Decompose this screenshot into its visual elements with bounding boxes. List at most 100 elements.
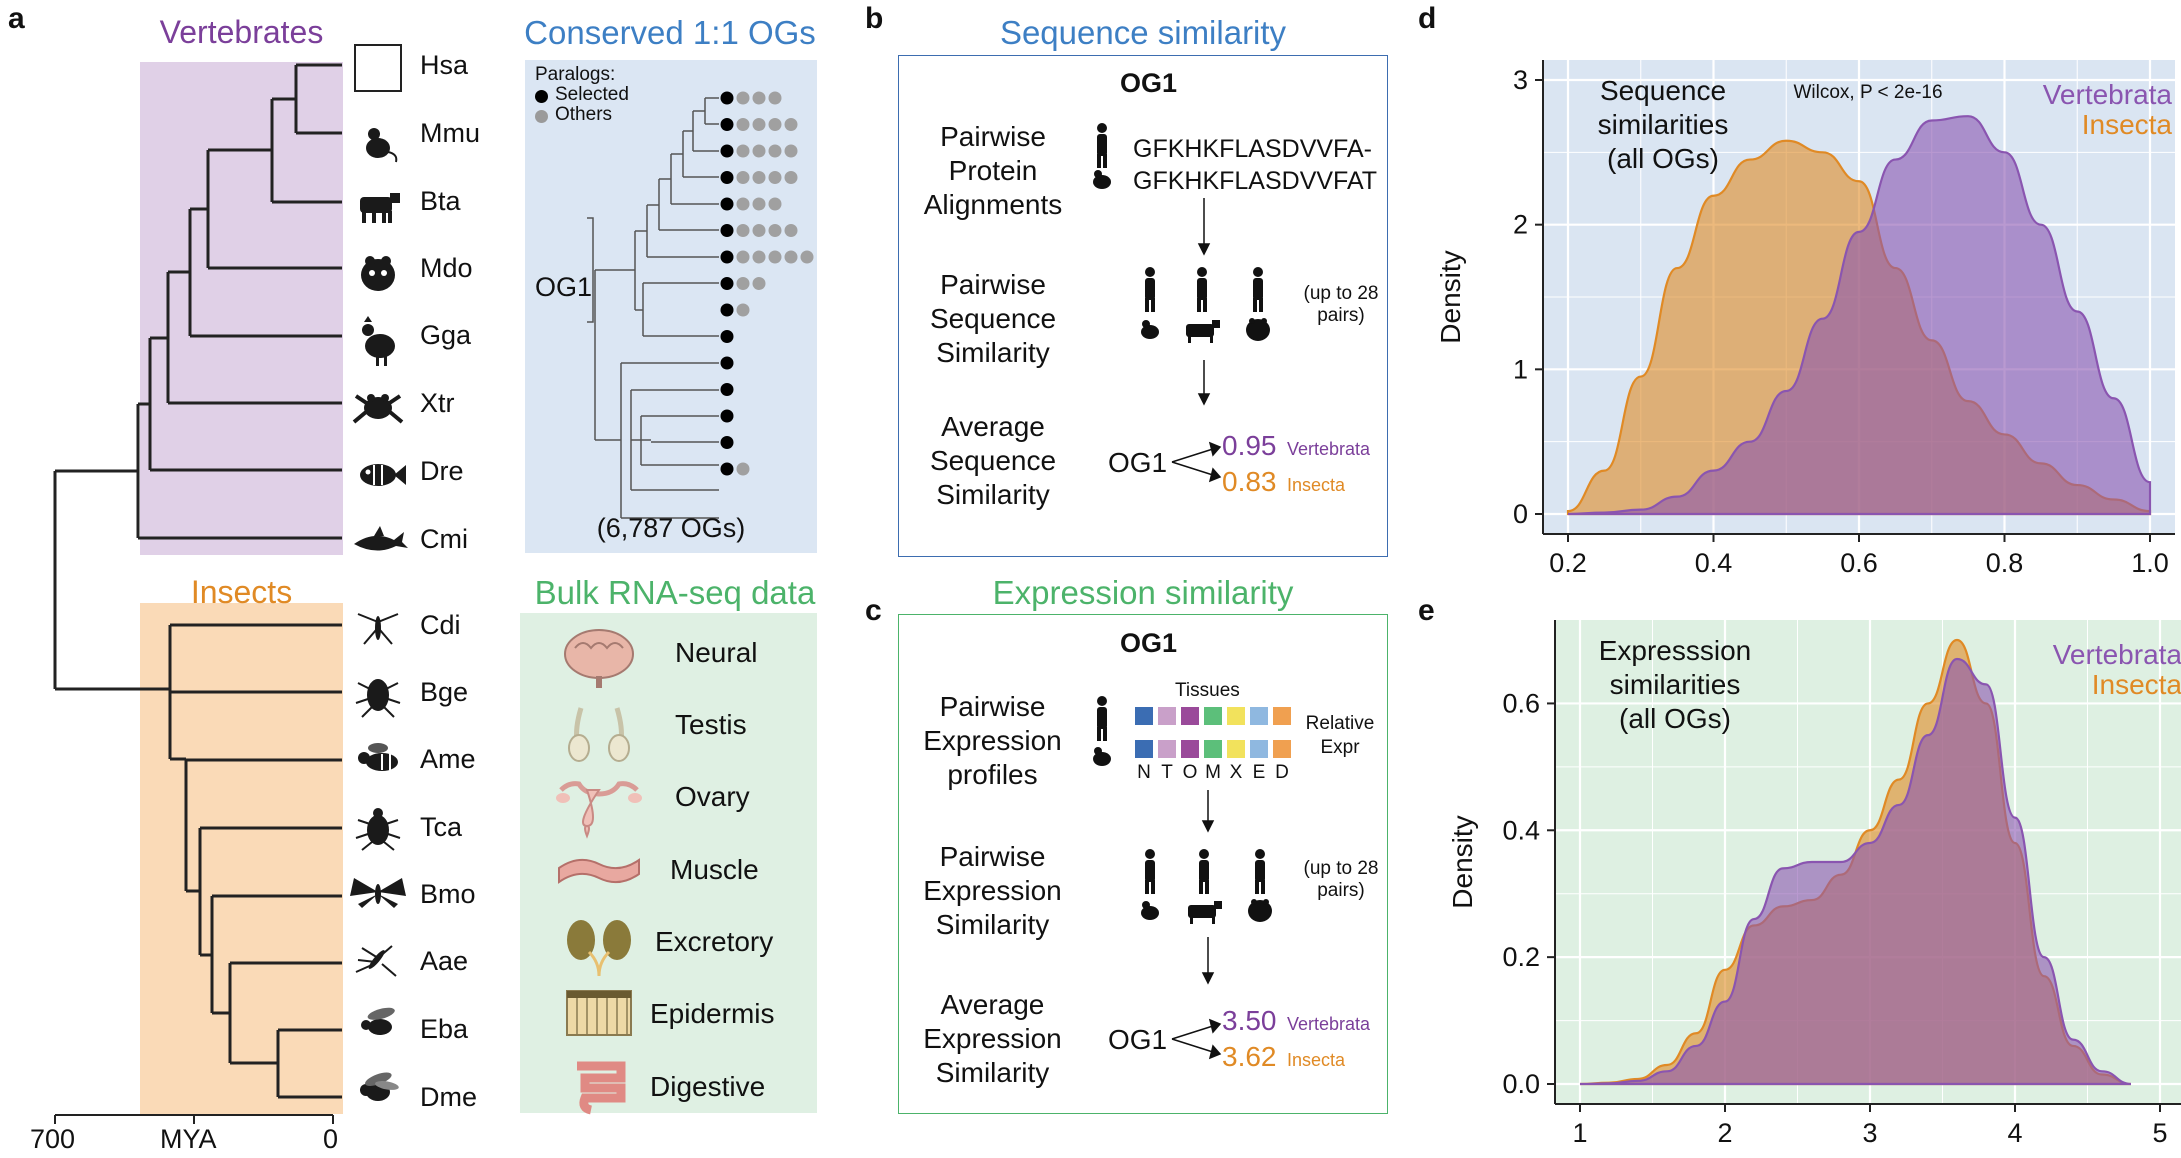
expr-vert-number: 3.50 — [1222, 1005, 1277, 1036]
frog-icon — [352, 394, 404, 424]
cow-silhouette-icon — [1188, 901, 1222, 924]
legend-insecta: Insecta — [2082, 109, 2173, 140]
selected-paralog-dot — [720, 436, 734, 449]
cow-icon — [360, 193, 400, 223]
bulk-rnaseq-title: Bulk RNA-seq data — [534, 574, 816, 611]
human-silhouette-icon — [1145, 849, 1155, 894]
stat-annotation: Wilcox, P < 2e-16 — [1793, 82, 1942, 103]
paralogs-others-label: Others — [555, 104, 613, 125]
species-label-bge: Bge — [420, 677, 469, 707]
other-paralog-dot — [752, 197, 766, 211]
other-paralog-dot — [752, 277, 766, 290]
y-tick-label: 0.6 — [1502, 688, 1540, 718]
x-tick-label: 0.4 — [1695, 548, 1733, 578]
expression-similarity-box — [898, 614, 1388, 1114]
density-area-vertebrata — [1567, 115, 2152, 516]
x-tick-label: 1 — [1572, 1118, 1587, 1148]
mouse-silhouette-icon — [1093, 747, 1111, 766]
opossum-icon — [361, 256, 395, 291]
axis-label-0: 0 — [323, 1124, 339, 1154]
species-label-mdo: Mdo — [420, 253, 473, 283]
seq-alignment-line2: GFKHKFLASDVVFAT — [1133, 167, 1378, 195]
tissue-label-neural: Neural — [675, 637, 758, 668]
mosquito-icon — [355, 945, 397, 977]
selected-paralog-dot — [720, 224, 734, 237]
other-paralog-dot — [784, 118, 798, 131]
expression-density-chart: 1 2 3 4 5 0.0 0.2 0.4 0.6 Density Expresssionsimil… — [1447, 620, 2181, 1148]
x-tick-label: 0.2 — [1549, 548, 1587, 578]
selected-paralog-dot — [720, 91, 734, 105]
seq-vert-label: Vertebrata — [1286, 439, 1371, 459]
other-paralog-dot — [768, 224, 782, 237]
species-label-xtr: Xtr — [420, 388, 455, 418]
cow-silhouette-icon — [1186, 320, 1220, 343]
selected-paralog-dot — [720, 250, 734, 264]
other-paralog-dot — [752, 144, 766, 158]
other-paralog-dot — [736, 462, 750, 476]
tissue-label-testis: Testis — [675, 709, 747, 740]
species-label-dme: Dme — [420, 1082, 478, 1112]
mouse-silhouette-icon — [1141, 901, 1159, 920]
other-paralog-dot — [752, 171, 766, 184]
y-tick-label: 0.2 — [1502, 942, 1540, 972]
human-silhouette-icon — [1253, 267, 1263, 312]
axis-label-mya: MYA — [160, 1124, 217, 1154]
seq-og1-heading: OG1 — [1120, 68, 1178, 98]
panel-a-letter: a — [8, 2, 25, 35]
expr-vert-label: Vertebrata — [1286, 1014, 1371, 1034]
legend-insecta: Insecta — [2092, 669, 2181, 700]
paralogs-selected-label: Selected — [555, 84, 629, 105]
human-icon — [354, 44, 402, 92]
species-label-bta: Bta — [420, 186, 461, 216]
species-label-eba: Eba — [420, 1014, 469, 1044]
intestine-icon — [577, 1061, 626, 1115]
other-paralog-dot — [752, 250, 766, 264]
selected-paralog-dot — [720, 197, 734, 211]
selected-paralog-dot — [720, 303, 734, 317]
expr-icons — [1093, 696, 1272, 985]
legend-vertebrata: Vertebrata — [2043, 79, 2173, 110]
panel-c-letter: c — [865, 594, 882, 627]
tissue-color-square — [1181, 740, 1199, 758]
selected-paralog-dot — [720, 383, 734, 396]
paralogs-others-dot — [535, 110, 548, 123]
annotation-text: similarities — [1610, 669, 1741, 700]
tissue-letter: E — [1252, 762, 1266, 783]
tissue-color-square — [1250, 740, 1268, 758]
other-paralog-dot — [752, 91, 766, 105]
other-paralog-dot — [768, 91, 782, 105]
expr-pairs-note: (up to 28 pairs) — [1303, 858, 1379, 901]
tissue-letter: M — [1205, 762, 1221, 783]
y-tick-label: 2 — [1513, 210, 1528, 240]
tissue-color-square — [1158, 740, 1176, 758]
seq-step3-label: Average Sequence Similarity — [929, 411, 1057, 510]
species-label-bmo: Bmo — [420, 879, 476, 909]
conserved-ogs-title: Conserved 1:1 OGs — [524, 14, 816, 51]
expr-insect-label: Insecta — [1286, 1050, 1345, 1070]
og-count: (6,787 OGs) — [596, 513, 746, 543]
tissue-color-square — [1135, 707, 1153, 725]
tissue-letter: D — [1275, 762, 1289, 783]
other-paralog-dot — [768, 250, 782, 264]
other-paralog-dot — [736, 250, 750, 264]
tissue-color-square — [1273, 740, 1291, 758]
tissue-color-square — [1227, 740, 1245, 758]
tissue-color-square — [1135, 740, 1153, 758]
selected-paralog-dot — [720, 144, 734, 158]
expression-similarity-title: Expression similarity — [992, 574, 1294, 611]
opossum-silhouette-icon — [1246, 318, 1270, 341]
y-axis-label: Density — [1435, 250, 1466, 343]
seq-pairs-note: (up to 28 pairs) — [1303, 283, 1379, 326]
x-tick-label: 0.6 — [1840, 548, 1878, 578]
expr-og1-heading: OG1 — [1120, 628, 1178, 658]
panel-b-letter: b — [865, 2, 884, 35]
human-silhouette-icon — [1145, 267, 1155, 312]
tissue-label-muscle: Muscle — [670, 854, 759, 885]
y-tick-label: 0 — [1513, 499, 1528, 529]
selected-paralog-dot — [720, 356, 734, 370]
x-tick-label: 3 — [1862, 1118, 1877, 1148]
selected-paralog-dot — [720, 118, 734, 131]
tissue-label-ovary: Ovary — [675, 781, 750, 812]
seq-insect-number: 0.83 — [1222, 466, 1277, 497]
muscle-icon — [558, 858, 640, 884]
